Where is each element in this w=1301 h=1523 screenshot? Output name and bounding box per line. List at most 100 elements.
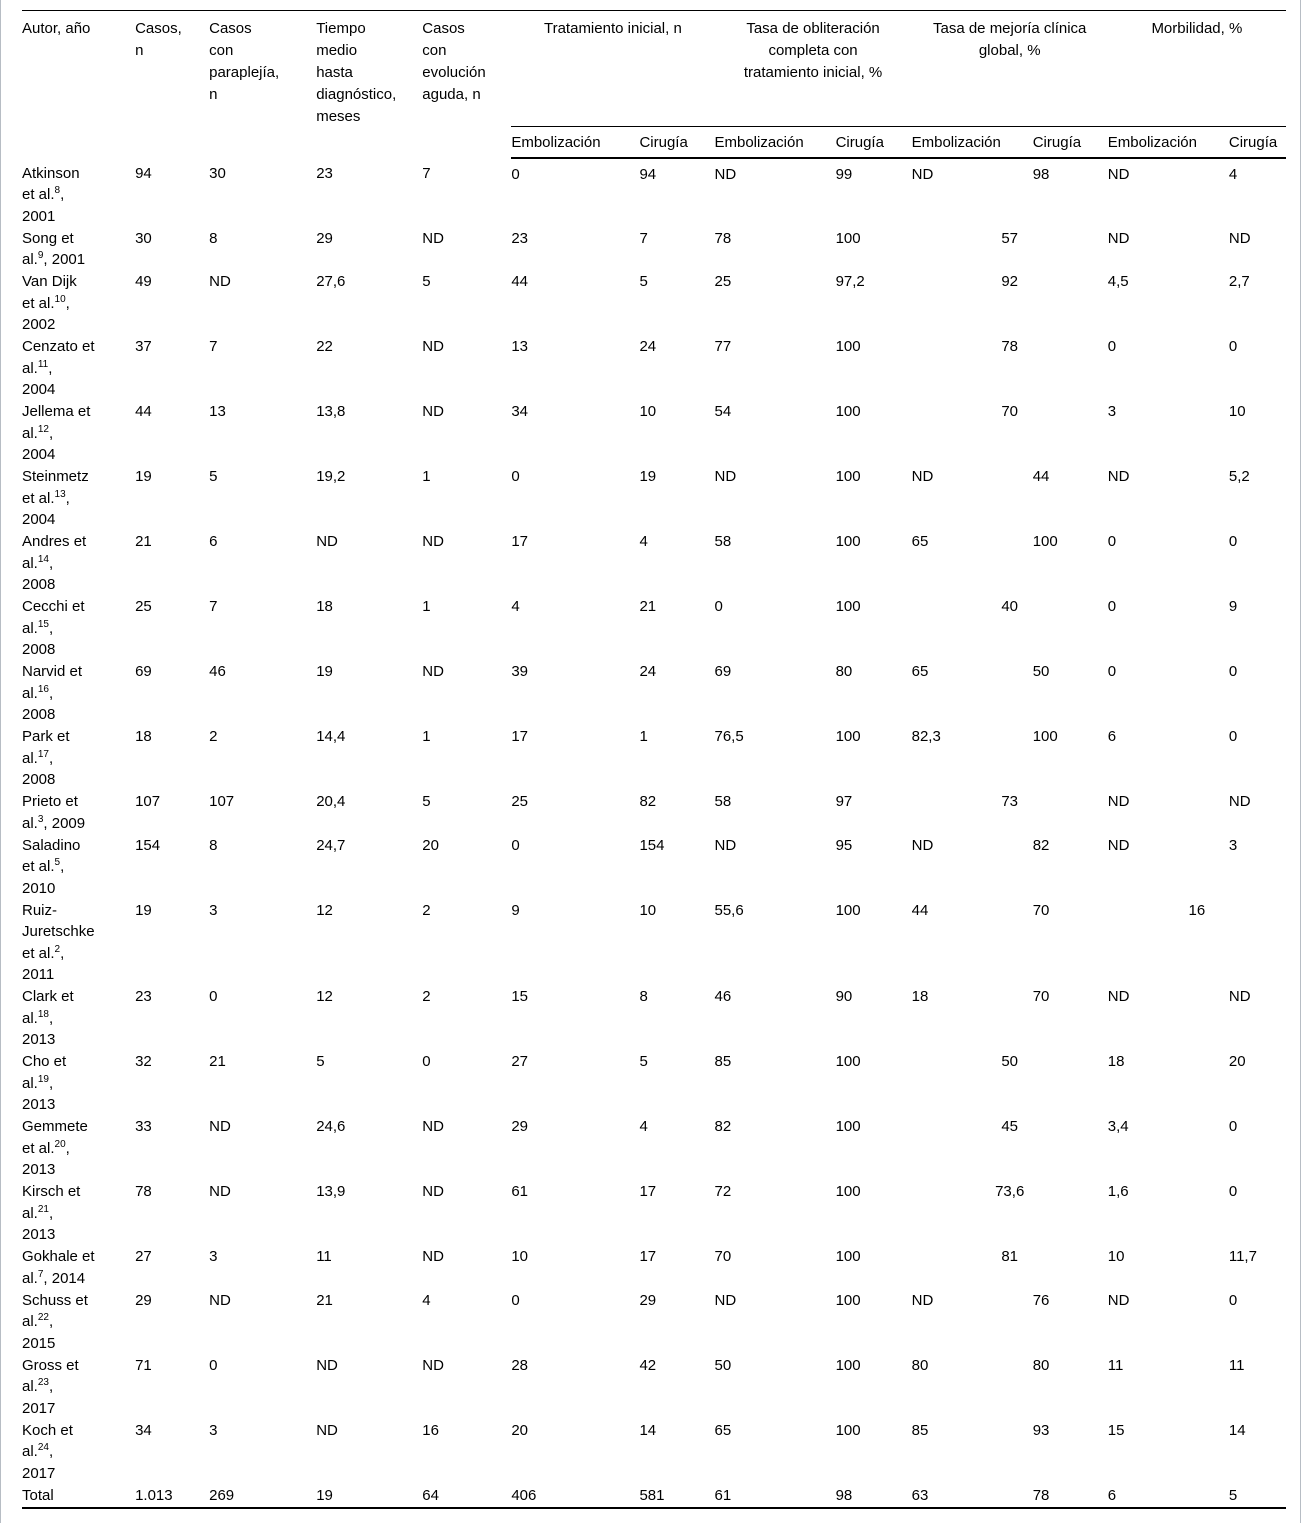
study-row: Narvid et al.16, 2008 69 46 19 ND 39 24 69 80 65 50 0…	[22, 661, 1286, 726]
cell-paraplejia: 8	[209, 229, 218, 247]
cell-paraplejia: 8	[209, 836, 218, 854]
cell-casos: 37	[135, 338, 152, 355]
cell-mejoria-embolizacion--cirugia: 45	[1001, 1118, 1019, 1135]
cell-tiempo: 19	[316, 663, 333, 680]
cell-tratamiento-cirugia: 154	[639, 836, 665, 854]
cell-morbilidad-embolizacion: 11	[1107, 1356, 1124, 1374]
cell-obliteracion-embolizacion: 82	[714, 1118, 732, 1135]
reference-superscript: 11	[37, 358, 49, 370]
cell-tratamiento-cirugia: 21	[639, 598, 657, 615]
cell-mejoria-cirugia: 100	[1032, 728, 1058, 745]
cell-mejoria-embolizacion--cirugia: 78	[1001, 338, 1019, 355]
group-header-mejoria-clinica: Tasa de mejoría clínica global, %	[911, 10, 1108, 127]
cell-paraplejia: 46	[209, 663, 226, 680]
cell-paraplejia: ND	[209, 1291, 231, 1309]
cell-tratamiento-cirugia: 24	[639, 663, 657, 680]
cell-obliteracion-cirugia: 100	[835, 1421, 861, 1439]
cell-mejoria-cirugia: 98	[1032, 165, 1050, 183]
cell-paraplejia: 3	[209, 1421, 218, 1439]
cell-paraplejia: 13	[209, 403, 226, 420]
cell-mejoria-cirugia: 80	[1032, 1356, 1050, 1374]
cell-paraplejia: 107	[209, 793, 235, 810]
cell-paraplejia: 3	[209, 1248, 218, 1265]
cell-mejoria-cirugia: 44	[1032, 468, 1050, 485]
study-row: Clark et al.18, 2013 23 0 12 2 15 8 46 90 18 70 ND ND	[22, 986, 1286, 1051]
reference-superscript: 3	[37, 813, 44, 825]
cell-mejoria-embolizacion: 82,3	[911, 728, 941, 745]
cell-tratamiento-embolizacion: 10	[511, 1248, 529, 1265]
header-evolucion-aguda: Casos con evolución aguda, n	[422, 20, 486, 103]
cell-morbilidad-embolizacion: ND	[1107, 988, 1130, 1005]
cell-mejoria-embolizacion--cirugia: 40	[1001, 598, 1019, 615]
cell-obliteracion-cirugia: 100	[835, 533, 861, 550]
total-label-cell: Total	[22, 1486, 54, 1504]
subheader-morbilidad-embolizacion: Embolización	[1107, 126, 1229, 159]
cell-morbilidad-embolizacion: 0	[1107, 598, 1117, 615]
cell-casos: 18	[135, 728, 152, 745]
cell-obliteracion-embolizacion: 58	[714, 533, 732, 550]
cell-tratamiento-cirugia: 4	[639, 533, 648, 550]
cell-evolucion: ND	[422, 403, 444, 420]
study-row: Andres et al.14, 2008 21 6 ND ND 17 4 58 100 65 100 0…	[22, 531, 1286, 596]
reference-superscript: 23	[37, 1377, 49, 1388]
cell-obliteracion-embolizacion: 72	[714, 1183, 732, 1200]
cell-obliteracion-cirugia: 100	[835, 1118, 861, 1135]
cell-mejoria-embolizacion: 63	[911, 1486, 929, 1504]
cell-morbilidad-cirugia: 14	[1228, 1421, 1246, 1439]
cell-morbilidad-embolizacion: 0	[1107, 533, 1117, 550]
cell-paraplejia: 7	[209, 598, 218, 615]
cell-tratamiento-cirugia: 1	[639, 728, 648, 745]
cell-tratamiento-cirugia: 24	[639, 338, 657, 355]
study-row: Jellema et al.12, 2004 44 13 13,8 ND 34 10 54 100 7…	[22, 401, 1286, 466]
reference-superscript: 9	[37, 250, 44, 261]
subheader-obliteracion-embolizacion: Embolización	[714, 126, 836, 159]
cell-obliteracion-embolizacion: 0	[714, 598, 723, 615]
study-row: Kirsch et al.21, 2013 78 ND 13,9 ND 61 17 72 100 73…	[22, 1181, 1286, 1246]
cell-obliteracion-cirugia: 97,2	[835, 273, 865, 290]
author-year-cell: Narvid et al.16, 2008	[22, 663, 83, 723]
cell-mejoria-cirugia: 70	[1032, 901, 1050, 919]
cell-tratamiento-embolizacion: 28	[511, 1356, 529, 1374]
reference-superscript: 7	[37, 1268, 44, 1280]
cell-morbilidad-embolizacion: 3,4	[1107, 1118, 1129, 1135]
cell-evolucion: 1	[422, 728, 431, 745]
cell-obliteracion-embolizacion: 65	[714, 1421, 732, 1439]
cell-paraplejia: 5	[209, 468, 218, 485]
author-year-cell: Saladino et al.5, 2010	[22, 836, 81, 897]
author-year-cell: Koch et al.24, 2017	[22, 1421, 73, 1482]
cell-evolucion: 7	[422, 164, 431, 182]
subheader-mejoria-embolizacion: Embolización	[911, 126, 1033, 159]
cell-morbilidad-embolizacion: 4,5	[1107, 273, 1129, 290]
cell-tiempo: ND	[316, 1356, 338, 1374]
cell-tratamiento-cirugia: 7	[639, 229, 648, 247]
cell-tratamiento-embolizacion: 17	[511, 533, 529, 550]
header-autor-ano: Autor, año	[22, 20, 91, 37]
cell-evolucion: 5	[422, 273, 431, 290]
cell-morbilidad-embolizacion: ND	[1107, 165, 1130, 183]
study-row: Saladino et al.5, 2010 154 8 24,7 20 0 154 ND 95 ND…	[22, 835, 1286, 900]
cell-tratamiento-embolizacion: 25	[511, 793, 529, 810]
cell-obliteracion-cirugia: 95	[835, 836, 853, 854]
cell-tratamiento-cirugia: 82	[639, 793, 657, 810]
cell-casos: 94	[135, 164, 152, 182]
cell-tratamiento-embolizacion: 61	[511, 1183, 529, 1200]
study-row: Atkinson et al.8, 2001 94 30 23 7 0 94 ND 99 ND 98 ND…	[22, 158, 1286, 228]
header-tiempo-diagnostico: Tiempo medio hasta diagnóstico, meses	[316, 20, 397, 125]
cell-tiempo: ND	[316, 1421, 338, 1439]
cell-morbilidad-embolizacion: 6	[1107, 1486, 1117, 1504]
cell-tratamiento-cirugia: 5	[639, 273, 648, 290]
cell-tratamiento-embolizacion: 0	[511, 836, 520, 854]
cell-morbilidad-cirugia: 0	[1228, 1183, 1238, 1200]
cell-obliteracion-embolizacion: 54	[714, 403, 732, 420]
header-casos: Casos, n	[135, 20, 182, 59]
reference-superscript: 16	[37, 683, 49, 695]
cell-obliteracion-cirugia: 100	[835, 1291, 861, 1309]
cell-morbilidad-cirugia: 0	[1228, 1118, 1238, 1135]
reference-superscript: 19	[37, 1073, 49, 1085]
cell-evolucion: 1	[422, 468, 431, 485]
cell-tratamiento-embolizacion: 13	[511, 338, 529, 355]
cell-obliteracion-embolizacion: 46	[714, 988, 732, 1005]
cell-mejoria-cirugia: 93	[1032, 1421, 1050, 1439]
author-year-cell: Gemmete et al.20, 2013	[22, 1118, 88, 1178]
cell-paraplejia: 7	[209, 338, 218, 355]
